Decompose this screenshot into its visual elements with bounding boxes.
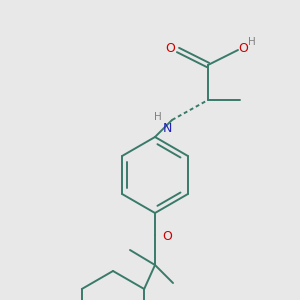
Text: O: O: [165, 41, 175, 55]
Text: O: O: [238, 41, 248, 55]
Text: H: H: [248, 37, 256, 47]
Text: N: N: [162, 122, 172, 134]
Text: O: O: [162, 230, 172, 244]
Text: H: H: [154, 112, 162, 122]
